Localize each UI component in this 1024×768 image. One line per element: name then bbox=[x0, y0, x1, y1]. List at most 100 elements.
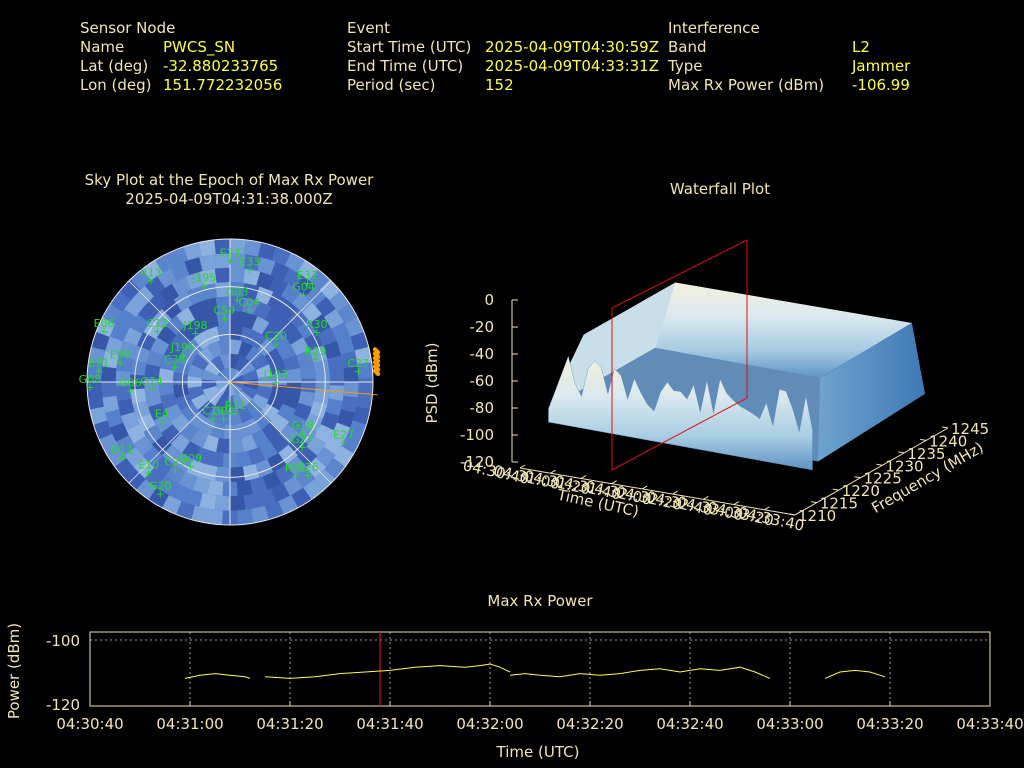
sky-tile bbox=[184, 489, 203, 507]
sky-tile bbox=[242, 283, 260, 300]
sky-tile bbox=[331, 322, 351, 342]
satellite-label: E26 bbox=[298, 461, 319, 474]
sky-tile bbox=[251, 505, 269, 523]
satellite-marker: + bbox=[144, 466, 153, 479]
sky-tile bbox=[215, 281, 230, 298]
sky-tile bbox=[230, 281, 245, 298]
sky-tile bbox=[249, 476, 268, 495]
sky-tile bbox=[93, 420, 113, 440]
psd-tick-label: 0 bbox=[484, 291, 494, 309]
sky-tile bbox=[245, 400, 263, 419]
sky-tile bbox=[242, 297, 259, 315]
sky-tile bbox=[261, 322, 281, 342]
satellite-label: G06 bbox=[119, 377, 142, 390]
sky-tile bbox=[191, 353, 209, 371]
sky-tile bbox=[148, 487, 169, 508]
sky-tile bbox=[347, 420, 367, 440]
sky-tile bbox=[257, 338, 276, 357]
sky-tile bbox=[341, 351, 358, 369]
sky-tile bbox=[88, 346, 106, 365]
sky-tile bbox=[279, 424, 299, 444]
satellite-label: R30 bbox=[306, 318, 328, 331]
sky-tile bbox=[327, 355, 344, 372]
sky-tile bbox=[184, 338, 203, 357]
satellite-marker: + bbox=[199, 279, 208, 292]
sky-tile bbox=[126, 424, 146, 444]
sky-tile bbox=[130, 388, 147, 405]
sky-tile bbox=[143, 319, 163, 340]
sky-tile bbox=[170, 261, 190, 281]
freq-tick-label: 1220 bbox=[842, 482, 880, 500]
sky-tile bbox=[214, 267, 230, 283]
sky-tile bbox=[142, 260, 163, 281]
sky-tile bbox=[261, 422, 281, 442]
sky-tile bbox=[253, 301, 272, 320]
satellite-label: C20 bbox=[265, 329, 287, 342]
sky-tile bbox=[101, 382, 117, 398]
sky-tile bbox=[324, 435, 344, 456]
sky-tile bbox=[179, 422, 199, 442]
rx-y-tick-label: -120 bbox=[46, 696, 80, 714]
freq-tick-label: 1225 bbox=[864, 470, 902, 488]
sensor-node-title: Sensor Node bbox=[80, 19, 176, 37]
sky-tile bbox=[283, 476, 304, 496]
sky-tile bbox=[159, 393, 178, 410]
sky-tile bbox=[180, 403, 199, 422]
freq-tick-label: 1230 bbox=[885, 457, 923, 475]
satellite-marker: + bbox=[339, 436, 348, 449]
rx-x-tick-label: 04:32:00 bbox=[456, 715, 523, 733]
sky-tile bbox=[114, 458, 136, 479]
sky-tile bbox=[230, 239, 246, 255]
satellite-marker: + bbox=[219, 413, 228, 426]
sky-tile bbox=[178, 471, 198, 491]
rx-x-tick-label: 04:32:40 bbox=[656, 715, 723, 733]
satellite-marker: + bbox=[146, 275, 155, 288]
rx-frame bbox=[89, 631, 991, 707]
satellite-marker: + bbox=[299, 288, 308, 301]
sky-tile bbox=[144, 363, 161, 379]
sky-tile bbox=[191, 393, 209, 411]
sky-tile bbox=[286, 456, 307, 477]
sky-tile bbox=[161, 299, 182, 320]
sky-tile bbox=[270, 331, 290, 351]
sky-tile bbox=[173, 359, 191, 375]
interference-type-value: Jammer bbox=[852, 57, 911, 75]
sky-tile bbox=[159, 354, 178, 371]
freq-tick bbox=[876, 463, 883, 466]
satellite-marker: + bbox=[147, 383, 156, 396]
sky-tile bbox=[106, 446, 127, 467]
satellite-marker: + bbox=[291, 470, 300, 483]
sky-tile bbox=[214, 495, 230, 511]
sky-tile bbox=[329, 370, 345, 386]
sky-tile bbox=[242, 464, 260, 481]
sky-tile bbox=[237, 390, 253, 407]
sky-tile bbox=[241, 434, 258, 453]
sky-tile bbox=[239, 360, 256, 376]
time-tick bbox=[672, 490, 679, 495]
waterfall-front-face bbox=[548, 355, 813, 471]
rx-x-tick-label: 04:33:20 bbox=[856, 715, 923, 733]
freq-tick bbox=[810, 501, 817, 504]
event-end-label: End Time (UTC) bbox=[347, 57, 464, 75]
sky-tile bbox=[165, 315, 186, 335]
sky-tile bbox=[241, 385, 258, 400]
freq-tick bbox=[898, 451, 905, 454]
satellite-marker: + bbox=[85, 381, 94, 394]
sky-tile bbox=[230, 267, 246, 283]
sky-tile bbox=[147, 292, 168, 313]
sky-tile bbox=[144, 391, 162, 408]
sky-tile bbox=[287, 414, 307, 433]
sensor-lat-label: Lat (deg) bbox=[80, 57, 149, 75]
sky-tile bbox=[175, 394, 193, 411]
sky-tile bbox=[237, 508, 254, 525]
sky-tile bbox=[115, 385, 132, 401]
time-tick bbox=[611, 480, 617, 485]
sky-tile bbox=[161, 444, 182, 465]
sky-tile bbox=[129, 314, 150, 334]
sky-tile bbox=[153, 456, 174, 477]
rx-x-tick-label: 04:31:20 bbox=[256, 715, 323, 733]
sky-tile bbox=[190, 315, 209, 335]
satellite-marker: + bbox=[94, 365, 103, 378]
sky-tile bbox=[109, 422, 129, 442]
